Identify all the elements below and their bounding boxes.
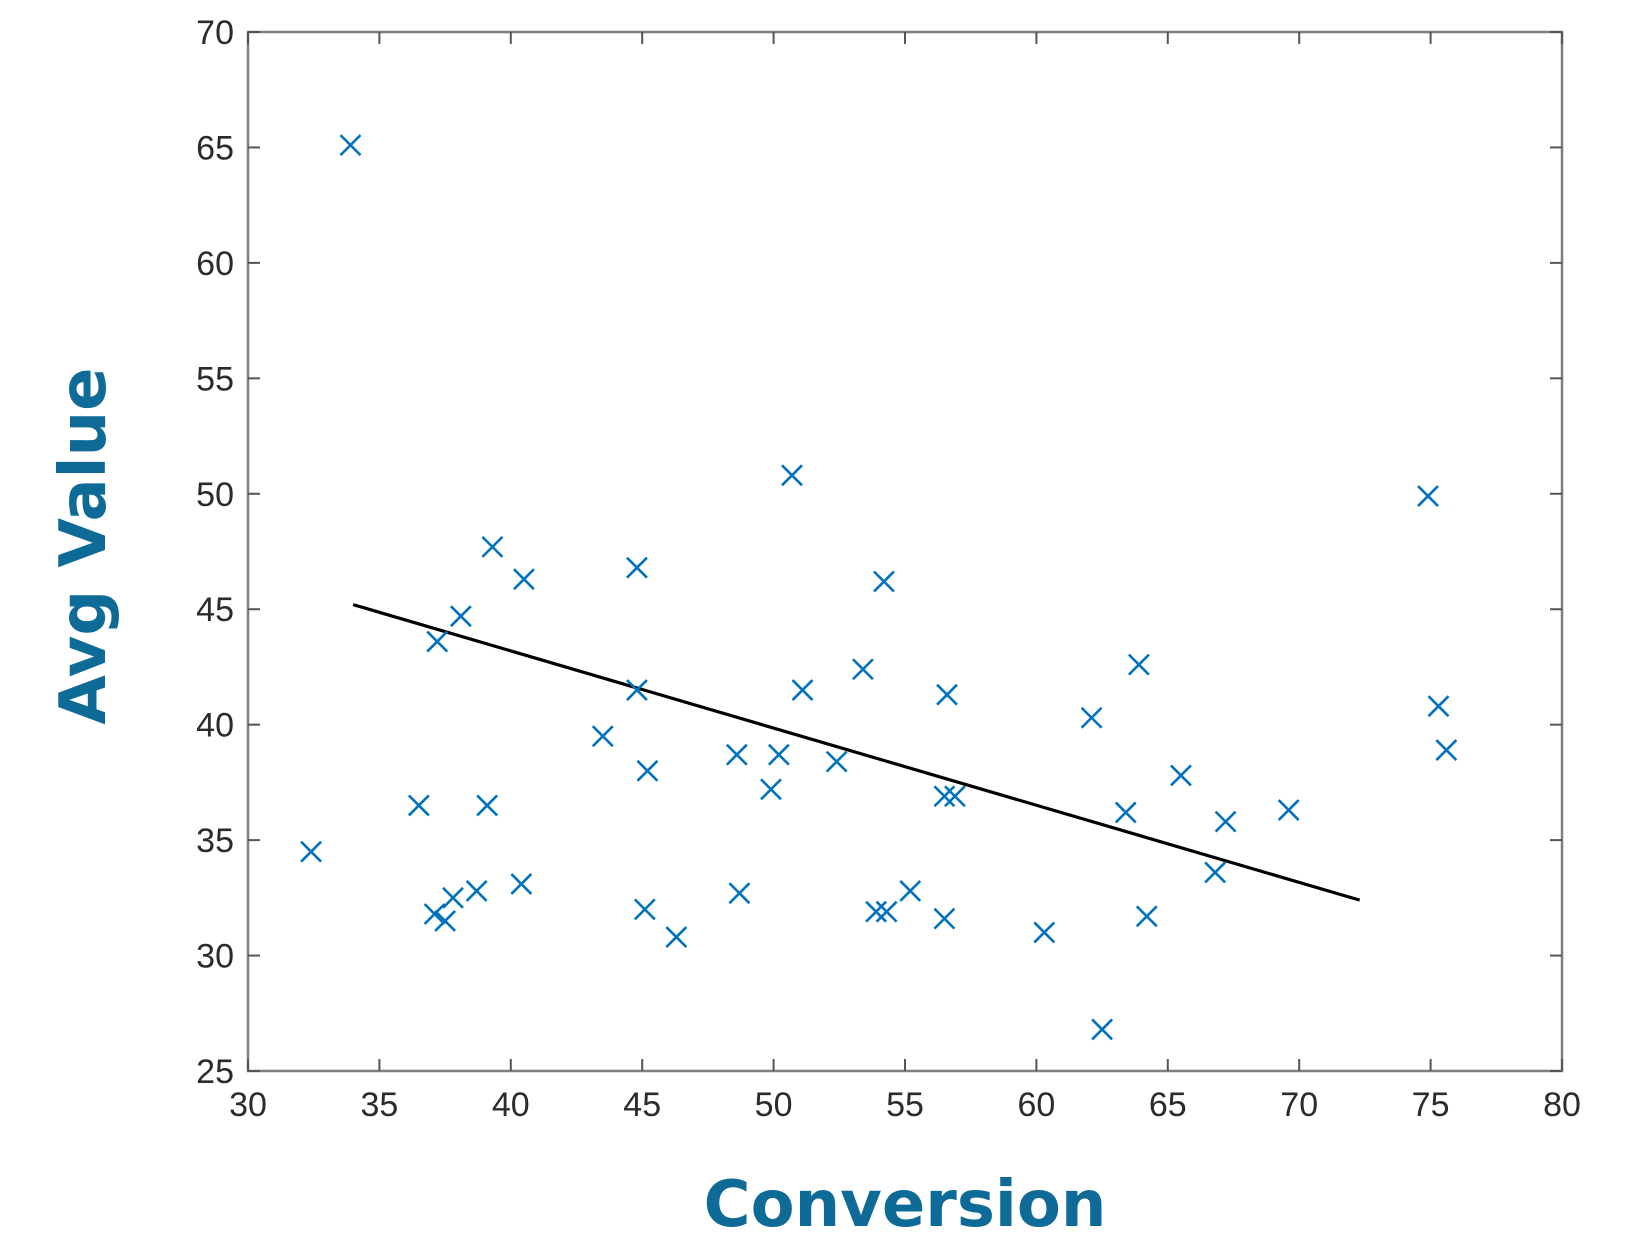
- data-point-marker: [899, 879, 922, 902]
- data-point-marker: [626, 556, 648, 579]
- data-point-marker: [442, 886, 464, 909]
- x-axis-title: Conversion: [704, 1168, 1107, 1242]
- data-point-marker: [1427, 695, 1450, 718]
- data-point-marker: [626, 679, 648, 701]
- data-point-marker: [434, 910, 457, 932]
- data-point-marker: [591, 725, 614, 748]
- data-point-marker: [426, 630, 449, 653]
- x-tick-label: 80: [1543, 1086, 1581, 1124]
- y-tick-label: 60: [196, 245, 234, 283]
- trend-line: [352, 603, 1361, 902]
- data-point-marker: [513, 568, 535, 591]
- y-tick-label: 55: [196, 360, 234, 398]
- data-point-marker: [1277, 799, 1300, 822]
- data-point-marker: [728, 882, 751, 905]
- data-point-marker: [933, 907, 956, 930]
- data-point-marker: [1204, 861, 1227, 884]
- y-tick-label: 70: [196, 14, 234, 52]
- trend-line-group: [352, 603, 1361, 902]
- data-point-marker: [1114, 801, 1137, 824]
- x-tick-label: 30: [229, 1086, 267, 1124]
- data-point-marker: [936, 683, 958, 706]
- data-point-marker: [1033, 921, 1056, 944]
- data-point-marker: [725, 743, 748, 766]
- y-axis-ticks: 25 30 35 40 45 50 55 60 65 70: [196, 14, 1562, 1091]
- x-tick-label: 60: [1017, 1086, 1055, 1124]
- x-axis-ticks: 30 35 40 45 50 55 60 65 70 75 80: [229, 32, 1581, 1124]
- x-tick-label: 40: [492, 1086, 530, 1124]
- x-tick-label: 75: [1412, 1086, 1450, 1124]
- data-point-marker: [1170, 764, 1192, 787]
- data-point-marker: [767, 743, 790, 766]
- x-tick-label: 50: [755, 1086, 793, 1124]
- data-point-marker: [944, 785, 966, 808]
- data-point-marker: [791, 679, 814, 701]
- y-tick-label: 45: [196, 591, 234, 629]
- data-point-marker: [865, 900, 888, 923]
- data-point-marker: [1417, 485, 1439, 508]
- y-tick-label: 25: [196, 1053, 234, 1091]
- data-point-marker: [407, 794, 430, 817]
- x-tick-label: 65: [1149, 1086, 1187, 1124]
- data-point-marker: [1135, 905, 1158, 928]
- data-points: [300, 134, 1458, 1041]
- data-point-marker: [339, 134, 362, 157]
- data-point-marker: [510, 873, 533, 895]
- y-tick-label: 40: [196, 707, 234, 745]
- data-point-marker: [665, 926, 688, 949]
- data-point-marker: [1435, 739, 1458, 761]
- data-point-marker: [825, 750, 848, 773]
- data-point-marker: [633, 898, 656, 921]
- x-tick-label: 45: [623, 1086, 661, 1124]
- data-point-marker: [636, 759, 659, 782]
- data-point-marker: [449, 605, 472, 628]
- data-point-marker: [465, 879, 488, 902]
- data-point-marker: [481, 535, 504, 558]
- data-point-marker: [933, 785, 956, 808]
- data-point-marker: [1091, 1018, 1114, 1041]
- data-point-marker: [852, 658, 874, 681]
- data-point-marker: [423, 903, 446, 925]
- y-tick-label: 30: [196, 938, 234, 976]
- y-tick-label: 65: [196, 129, 234, 167]
- y-axis-title: Avg Value: [47, 367, 121, 724]
- x-tick-label: 70: [1280, 1086, 1318, 1124]
- data-point-marker: [300, 840, 322, 863]
- data-point-marker: [760, 778, 782, 801]
- data-point-marker: [781, 464, 803, 487]
- plot-area: [246, 30, 1564, 1073]
- data-point-marker: [1214, 810, 1237, 833]
- x-tick-label: 55: [886, 1086, 924, 1124]
- data-point-marker: [875, 900, 898, 923]
- data-point-marker: [1127, 653, 1150, 676]
- data-point-marker: [1080, 706, 1103, 729]
- plot-frame: [246, 30, 1564, 1073]
- y-tick-label: 50: [196, 476, 234, 514]
- data-point-marker: [873, 570, 895, 593]
- data-point-marker: [476, 794, 499, 817]
- x-tick-label: 35: [360, 1086, 398, 1124]
- y-tick-label: 35: [196, 822, 234, 860]
